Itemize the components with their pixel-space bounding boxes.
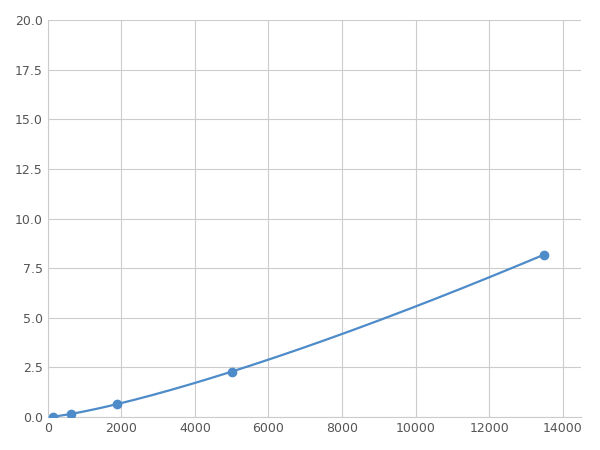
Point [66, 410, 76, 418]
Point [539, 251, 549, 258]
Point [49, 413, 58, 420]
Point [227, 368, 236, 375]
Point [112, 400, 122, 408]
